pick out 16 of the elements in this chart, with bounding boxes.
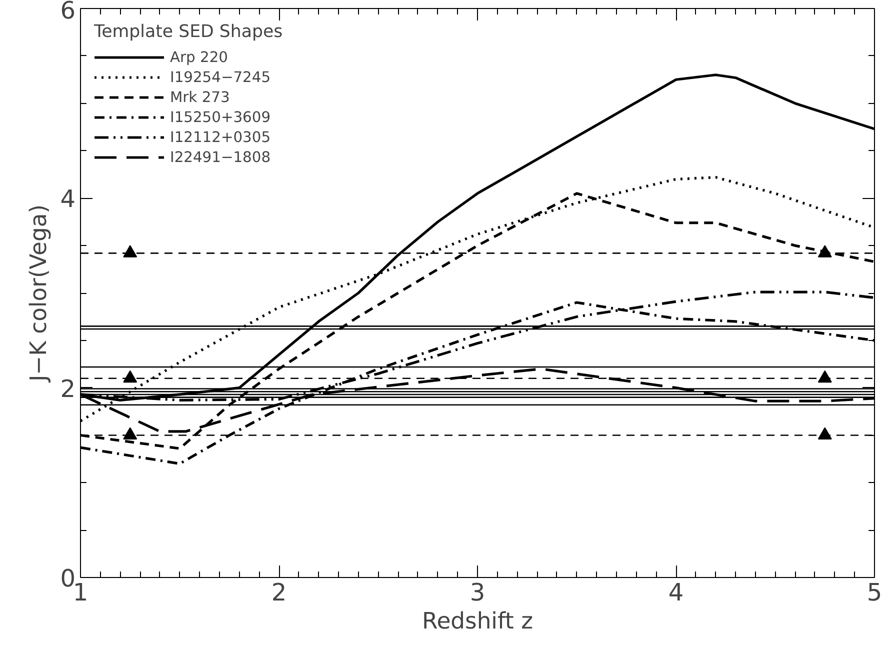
x-tick-label: 2 [271, 578, 287, 606]
legend-label: I22491−1808 [170, 148, 271, 166]
x-tick-label: 5 [866, 578, 882, 606]
x-axis-title: Redshift z [422, 608, 534, 634]
legend-title: Template SED Shapes [94, 22, 283, 42]
y-axis-title: J−K color(Vega) [26, 204, 52, 384]
y-tick-label: 6 [60, 0, 76, 24]
legend-label: I19254−7245 [170, 68, 271, 86]
legend-label: I12112+0305 [170, 128, 271, 146]
x-tick-label: 4 [668, 578, 684, 606]
legend-label: Arp 220 [170, 48, 228, 66]
y-tick-label: 2 [60, 374, 76, 403]
legend-label: I15250+3609 [170, 108, 271, 126]
x-tick-label: 3 [470, 578, 486, 606]
y-tick-label: 4 [60, 185, 76, 214]
legend-label: Mrk 273 [170, 88, 230, 106]
